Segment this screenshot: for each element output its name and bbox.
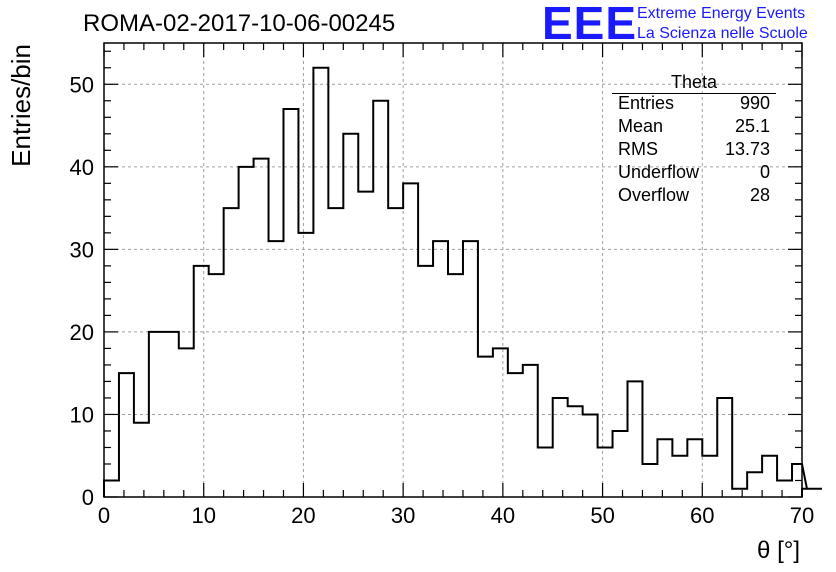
histogram-bin [822,489,836,497]
stats-label: Underflow [618,162,700,182]
histogram-bin [628,381,643,497]
histogram-bin [403,183,418,497]
x-tick-label: 40 [491,503,515,528]
y-tick-label: 40 [70,155,94,180]
histogram-bin [777,480,792,497]
stats-value: 0 [759,162,770,182]
stats-row-underflow: Underflow 0 [618,162,770,183]
plot-frame [103,42,803,498]
stats-value: 13.73 [724,139,770,159]
stats-label: Overflow [618,185,690,205]
histogram-bin [149,332,164,497]
histogram-outline [103,66,822,497]
stats-row-entries: Entries 990 [618,93,770,114]
histogram-bin [762,456,777,497]
x-tick-label: 50 [590,503,614,528]
histogram-bin [807,489,822,497]
histogram-bin [239,167,254,497]
logo-subtitle-2: La Scienza nelle Scuole [637,25,808,42]
histogram-bin [448,274,463,497]
axis-ticks [103,43,803,498]
histogram-bin [687,439,702,497]
histogram-bin [269,241,284,497]
x-tick-label: 70 [790,503,814,528]
histogram-bin [134,423,149,497]
histogram-bin [373,101,388,497]
histogram-bin [104,480,119,497]
x-tick-label: 60 [690,503,714,528]
histogram-bin [298,233,313,497]
y-tick-label: 30 [70,237,94,262]
stats-label: Mean [618,116,664,136]
histogram-bin [358,192,373,497]
histogram-bin [328,208,343,497]
tick-labels: 0 10 20 30 40 50 60 70 0 10 20 30 40 50 [70,72,815,528]
histogram-bin [747,472,762,497]
x-tick-label: 20 [291,503,315,528]
histogram-bin [613,431,628,497]
histogram-bin [672,456,687,497]
stats-divider [612,93,776,94]
logo-subtitle-1: Extreme Energy Events [637,5,806,22]
chart-title: ROMA-02-2017-10-06-00245 [83,10,396,37]
histogram-bin [508,373,523,497]
histogram-bin [388,208,403,497]
histogram-bin [313,68,328,497]
histogram-bin [119,373,134,497]
histogram-bin [538,447,553,497]
histogram-bin [523,365,538,497]
histogram-bin [478,357,493,497]
stats-row-mean: Mean 25.1 [618,116,770,137]
histogram-bin [657,439,672,497]
histogram-bin [598,447,613,497]
stats-value: 990 [739,93,770,113]
x-tick-label: 30 [391,503,415,528]
stats-value: 25.1 [734,116,770,136]
histogram-bin [433,241,448,497]
histogram-bin [179,348,194,497]
stats-label: RMS [618,139,658,159]
histogram-bin [702,456,717,497]
histogram-bin [717,398,732,497]
grid [104,43,802,497]
y-tick-label: 50 [70,72,94,97]
stats-row-overflow: Overflow 28 [618,185,770,206]
y-tick-label: 0 [82,485,94,510]
histogram-bin [568,406,583,497]
histogram-bin [553,398,568,497]
histogram-bin [642,464,657,497]
histogram-bin [254,159,269,497]
histogram-bin [418,266,433,497]
x-tick-label: 10 [191,503,215,528]
histogram-bin [732,489,747,497]
x-axis-label: θ [°] [757,537,800,564]
stats-value: 28 [749,185,770,205]
histogram-bin [493,348,508,497]
stats-row-rms: RMS 13.73 [618,139,770,160]
x-tick-label: 0 [98,503,110,528]
histogram-bin [583,414,598,497]
y-axis-label: Entries/bin [6,44,36,167]
histogram-bin [463,241,478,497]
histogram-bin [194,266,209,497]
histogram-bin [209,274,224,497]
stats-label: Entries [618,93,675,113]
histogram [103,66,836,497]
histogram-bin [343,134,358,497]
y-tick-label: 20 [70,320,94,345]
histogram-bin [224,208,239,497]
y-tick-label: 10 [70,402,94,427]
eee-logo: EEE [542,0,638,49]
stats-title: Theta [670,72,718,92]
